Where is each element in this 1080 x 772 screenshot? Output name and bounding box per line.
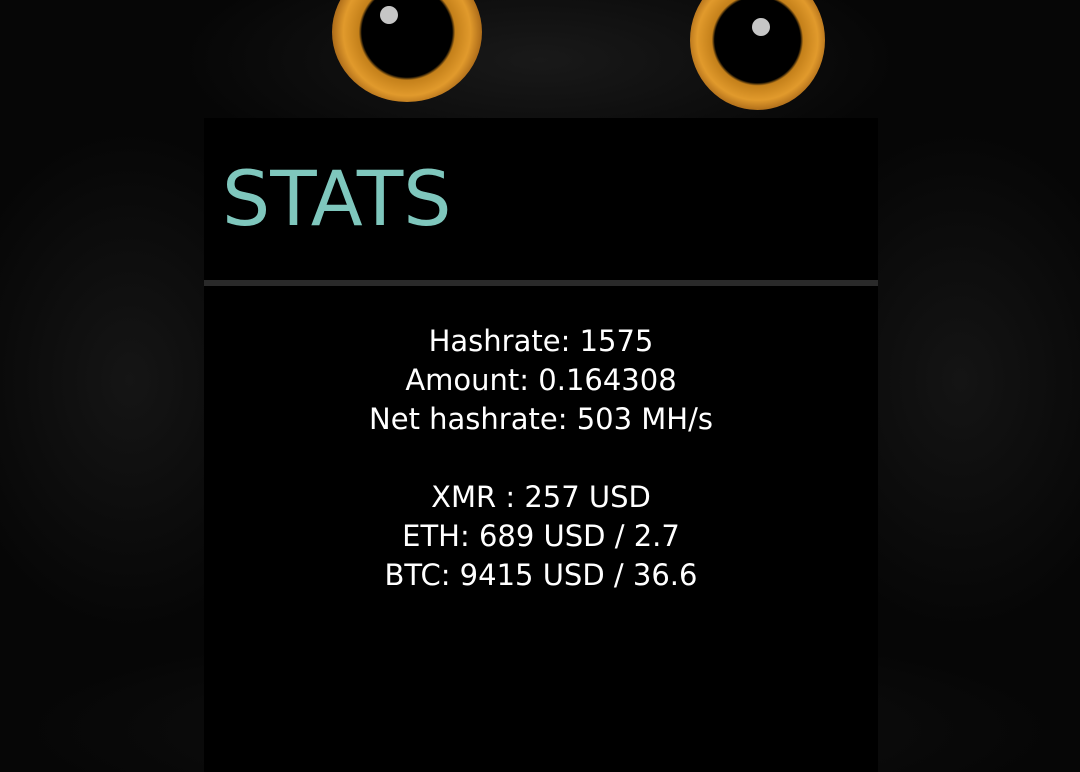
- owl-right-eye: [690, 0, 825, 110]
- btc-price-stat: BTC: 9415 USD / 36.6: [384, 558, 698, 592]
- stats-panel-header: STATS: [204, 118, 878, 280]
- stats-title: STATS: [222, 154, 452, 243]
- eth-price-stat: ETH: 689 USD / 2.7: [402, 519, 680, 553]
- stats-spacer: [204, 439, 878, 478]
- net-hashrate-stat: Net hashrate: 503 MH/s: [369, 402, 713, 436]
- header-divider: [204, 280, 878, 286]
- owl-left-eye: [332, 0, 482, 102]
- owl-left-eye-glint: [380, 6, 398, 24]
- stats-panel: STATS Hashrate: 1575 Amount: 0.164308 Ne…: [204, 118, 878, 772]
- stats-list: Hashrate: 1575 Amount: 0.164308 Net hash…: [204, 322, 878, 595]
- xmr-price-stat: XMR : 257 USD: [431, 480, 651, 514]
- hashrate-stat: Hashrate: 1575: [428, 324, 654, 358]
- amount-stat: Amount: 0.164308: [405, 363, 677, 397]
- owl-right-eye-glint: [752, 18, 770, 36]
